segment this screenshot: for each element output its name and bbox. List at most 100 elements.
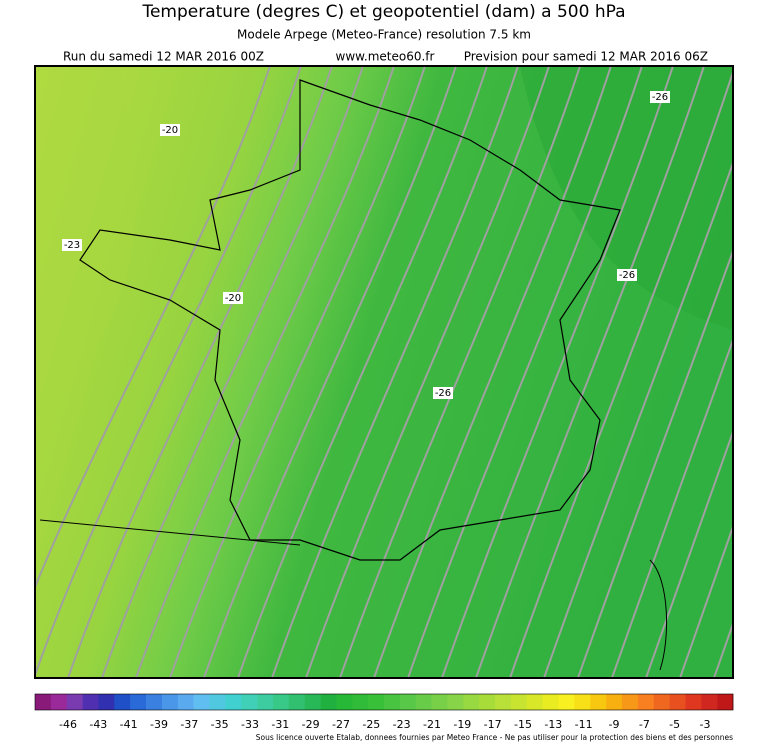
colorbar-swatch	[272, 694, 290, 710]
contour-label-box	[617, 269, 637, 281]
colorbar-swatch	[542, 694, 559, 710]
colorbar-swatch	[320, 694, 337, 710]
contour-label-box	[433, 387, 453, 399]
colorbar-label: -23	[393, 718, 411, 731]
colorbar-swatch	[336, 694, 353, 710]
colorbar-swatch	[685, 694, 702, 710]
colorbar-swatch	[479, 694, 496, 710]
contour-label: -26	[652, 92, 668, 103]
map	[35, 66, 733, 678]
contour-line	[237, 66, 488, 678]
colorbar-label: -15	[514, 718, 532, 731]
contour-line	[101, 66, 364, 678]
colorbar-swatch	[209, 694, 226, 710]
colorbar-swatch	[574, 694, 591, 710]
colorbar-swatch	[717, 694, 734, 710]
colorbar-swatch	[590, 694, 607, 710]
colorbar-swatch	[130, 694, 147, 710]
colorbar-swatch	[352, 694, 369, 710]
contour-label-box	[62, 239, 82, 251]
colorbar-swatch	[66, 694, 83, 710]
contour-line	[475, 66, 705, 678]
colorbar-label: -21	[423, 718, 441, 731]
contour-label: -26	[435, 388, 451, 399]
colorbar-label: -37	[180, 718, 198, 731]
colorbar-label: -3	[700, 718, 711, 731]
colorbar-label: -25	[362, 718, 380, 731]
colorbar-swatch	[558, 694, 575, 710]
colorbar-swatch	[146, 694, 163, 710]
contour-line	[35, 66, 302, 678]
footer: Sous licence ouverte Etalab, donnees fou…	[256, 733, 733, 742]
colorbar-frame	[34, 693, 734, 711]
colorbar-swatch	[241, 694, 258, 710]
site: www.meteo60.fr	[336, 50, 435, 64]
colorbar-swatch	[82, 694, 99, 710]
contour-line	[35, 66, 271, 590]
contour-label: -23	[64, 240, 80, 251]
colorbar-label: -43	[89, 718, 107, 731]
colorbar-swatch	[384, 694, 401, 710]
colorbar-swatch	[621, 694, 639, 710]
contour-line	[509, 68, 733, 678]
contour-line	[135, 66, 395, 678]
colorbar-swatch	[193, 694, 210, 710]
contour-line	[339, 66, 581, 678]
contour-line	[305, 66, 550, 678]
contour-line	[271, 66, 519, 678]
colorbar-swatch	[368, 694, 385, 710]
colorbar-label: -33	[241, 718, 259, 731]
contour-label-box	[650, 91, 670, 103]
colorbar-swatch	[653, 694, 670, 710]
contour-label: -20	[225, 293, 241, 304]
colorbar-label: -31	[271, 718, 289, 731]
contour-label: -20	[162, 125, 178, 136]
coastlines	[39, 519, 667, 671]
colorbar-swatch	[606, 694, 623, 710]
colorbar-swatch	[288, 694, 305, 710]
colorbar-swatch	[98, 694, 115, 710]
colorbar-label: -7	[639, 718, 650, 731]
contour-line	[577, 248, 733, 678]
contour-label-box	[160, 124, 180, 136]
contour-line	[543, 159, 733, 678]
contour-line	[407, 66, 643, 678]
contour-label-box	[223, 292, 243, 304]
colorbar-label: -35	[211, 718, 229, 731]
colorbar-label: -39	[150, 718, 168, 731]
colorbar-swatch	[257, 694, 274, 710]
colorbar-label: -41	[120, 718, 138, 731]
colorbar-label: -19	[453, 718, 471, 731]
warm-area	[35, 66, 135, 420]
colorbar-swatch	[701, 694, 718, 710]
colorbar-swatch	[637, 694, 654, 710]
colorbar-label: -9	[609, 718, 620, 731]
colorbar-swatch	[415, 694, 432, 710]
contour-label: -26	[619, 270, 635, 281]
colorbar-swatch	[669, 694, 686, 710]
colorbar-swatch	[526, 694, 543, 710]
contour-line	[169, 66, 426, 678]
subtitle: Modele Arpege (Meteo-France) resolution …	[237, 28, 531, 42]
france-outline	[79, 79, 621, 561]
colorbar-swatch	[50, 694, 68, 710]
colorbar-label: -11	[575, 718, 593, 731]
contour-line	[203, 66, 457, 678]
colorbar-swatch	[177, 694, 194, 710]
colorbar-swatch	[225, 694, 242, 710]
contour-line	[645, 428, 733, 678]
colorbar-swatch	[510, 694, 528, 710]
contour-line	[373, 66, 612, 678]
forecast-info: Prevision pour samedi 12 MAR 2016 06Z	[464, 50, 708, 64]
contour-line	[611, 337, 733, 678]
contour-line	[441, 66, 674, 678]
colorbar-swatch	[399, 694, 417, 710]
colorbar-label: -13	[544, 718, 562, 731]
colorbar-label: -5	[669, 718, 680, 731]
colorbar-swatch	[495, 694, 512, 710]
map-frame	[34, 65, 734, 679]
colorbar-swatch	[35, 694, 52, 710]
contour-line	[67, 66, 333, 678]
colorbar: -46 -43 -41 -39 -37 -35 -33 -31 -29 -27 -25 -23 -21-…	[34, 693, 734, 731]
contour-line	[679, 523, 733, 678]
